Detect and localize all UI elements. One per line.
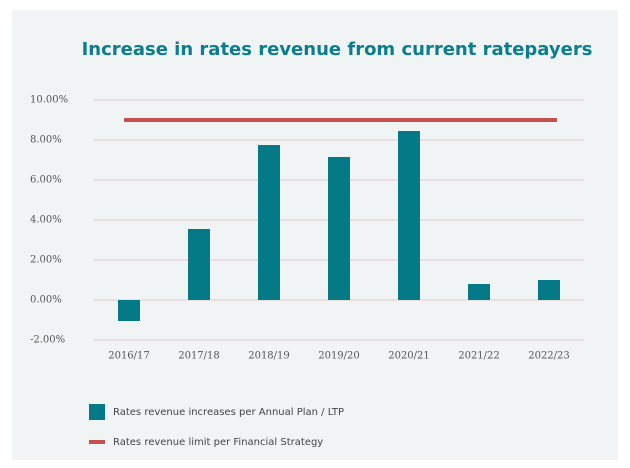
panel [12,10,618,460]
bar [118,300,140,321]
bar [328,157,350,300]
bar [258,145,280,300]
y-tick-label: 8.00% [30,135,62,146]
x-tick-label: 2019/20 [318,351,360,362]
legend-label: Rates revenue increases per Annual Plan … [113,407,344,418]
y-tick-label: 10.00% [30,95,68,106]
legend-label: Rates revenue limit per Financial Strate… [113,437,323,448]
legend-swatch [89,404,105,420]
bar [188,229,210,300]
bar [538,280,560,300]
x-tick-label: 2021/22 [458,351,500,362]
y-tick-label: 0.00% [30,295,62,306]
x-tick-label: 2016/17 [108,351,150,362]
bar [398,131,420,300]
y-tick-label: 4.00% [30,215,62,226]
y-tick-label: 2.00% [30,255,62,266]
x-tick-label: 2018/19 [248,351,290,362]
bar [468,284,490,300]
x-tick-label: 2022/23 [528,351,570,362]
y-tick-label: -2.00% [30,335,65,346]
chart-title: Increase in rates revenue from current r… [82,39,593,60]
x-tick-label: 2020/21 [388,351,430,362]
x-tick-label: 2017/18 [178,351,220,362]
y-tick-label: 6.00% [30,175,62,186]
